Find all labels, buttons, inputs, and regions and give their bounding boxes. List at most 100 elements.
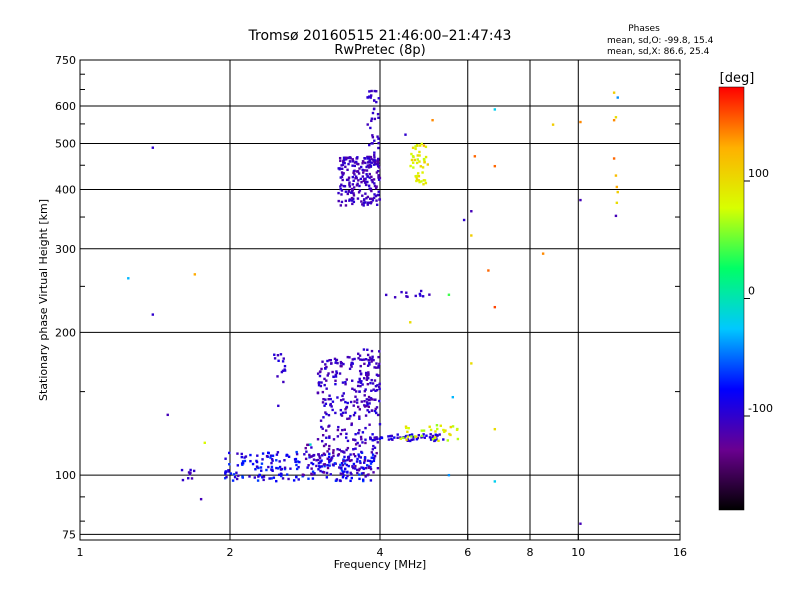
data-point	[270, 468, 273, 471]
data-point	[355, 160, 358, 164]
data-point	[409, 321, 412, 324]
data-point	[376, 441, 379, 444]
data-point	[335, 371, 339, 375]
data-point	[344, 436, 348, 439]
data-point	[338, 168, 341, 171]
data-point	[378, 198, 382, 201]
data-point	[350, 361, 354, 365]
data-point	[366, 96, 370, 99]
data-point	[339, 176, 342, 179]
data-point	[616, 96, 619, 99]
data-point	[372, 471, 375, 474]
data-point	[338, 448, 341, 452]
data-point	[353, 161, 357, 164]
data-point	[336, 428, 340, 432]
data-point	[360, 380, 363, 383]
data-point	[342, 184, 345, 188]
data-point	[423, 436, 426, 439]
data-point	[271, 469, 274, 472]
data-point	[344, 467, 347, 470]
data-point	[367, 156, 371, 160]
data-point	[261, 476, 264, 479]
data-point	[270, 465, 274, 469]
data-point	[373, 438, 376, 442]
data-point	[372, 196, 376, 200]
data-point	[493, 305, 497, 309]
data-point	[353, 411, 357, 414]
data-point	[346, 401, 349, 405]
data-point	[295, 452, 299, 456]
data-point	[261, 452, 265, 455]
data-point	[346, 471, 349, 474]
data-point	[283, 364, 287, 368]
data-point	[294, 460, 297, 463]
data-point	[353, 357, 356, 361]
data-point	[356, 384, 360, 388]
data-point	[370, 456, 373, 459]
data-point	[612, 157, 616, 160]
data-point	[306, 443, 309, 447]
data-point	[249, 453, 252, 457]
data-point	[339, 408, 343, 412]
data-point	[323, 383, 326, 387]
data-point	[417, 179, 420, 182]
data-point	[339, 185, 342, 188]
data-point	[393, 296, 397, 299]
data-point	[357, 453, 360, 456]
data-point	[343, 428, 346, 431]
x-tick-label: 16	[673, 546, 687, 559]
data-point	[439, 424, 442, 427]
data-point	[377, 190, 380, 193]
data-point	[317, 462, 321, 465]
data-point	[354, 443, 358, 446]
data-point	[318, 465, 322, 469]
data-point	[614, 174, 618, 177]
data-point	[365, 183, 368, 187]
data-point	[414, 294, 417, 298]
data-point	[295, 467, 299, 471]
data-point	[551, 123, 555, 126]
data-point	[348, 198, 352, 201]
data-point	[370, 398, 374, 401]
data-point	[236, 452, 239, 455]
data-point	[248, 475, 251, 478]
data-point	[271, 454, 275, 457]
data-point	[321, 433, 325, 437]
data-point	[411, 146, 415, 150]
data-point	[346, 417, 349, 421]
data-point	[273, 357, 277, 360]
data-point	[366, 403, 369, 406]
data-point	[376, 194, 379, 197]
data-point	[310, 472, 313, 476]
data-point	[438, 433, 441, 436]
data-point	[280, 474, 283, 478]
data-point	[295, 475, 298, 479]
data-point	[487, 269, 490, 272]
data-point	[419, 294, 422, 297]
data-point	[328, 461, 331, 464]
data-point	[348, 367, 352, 371]
x-tick-label: 4	[377, 546, 384, 559]
data-point	[377, 385, 381, 389]
data-point	[357, 172, 361, 175]
data-point	[372, 107, 376, 110]
data-point	[332, 449, 335, 452]
data-point	[187, 477, 190, 480]
data-point	[373, 182, 376, 185]
data-point	[360, 400, 363, 403]
y-tick-label: 600	[55, 100, 76, 113]
data-point	[235, 471, 238, 474]
data-point	[361, 175, 365, 178]
data-point	[304, 446, 307, 450]
data-point	[355, 460, 359, 463]
data-point	[358, 429, 361, 432]
data-point	[325, 412, 328, 416]
data-point	[339, 364, 342, 368]
data-point	[280, 370, 284, 374]
data-point	[493, 108, 497, 111]
data-point	[369, 202, 373, 205]
x-tick-label: 2	[227, 546, 234, 559]
data-point	[326, 466, 330, 470]
data-point	[366, 201, 370, 204]
data-point	[327, 398, 330, 401]
